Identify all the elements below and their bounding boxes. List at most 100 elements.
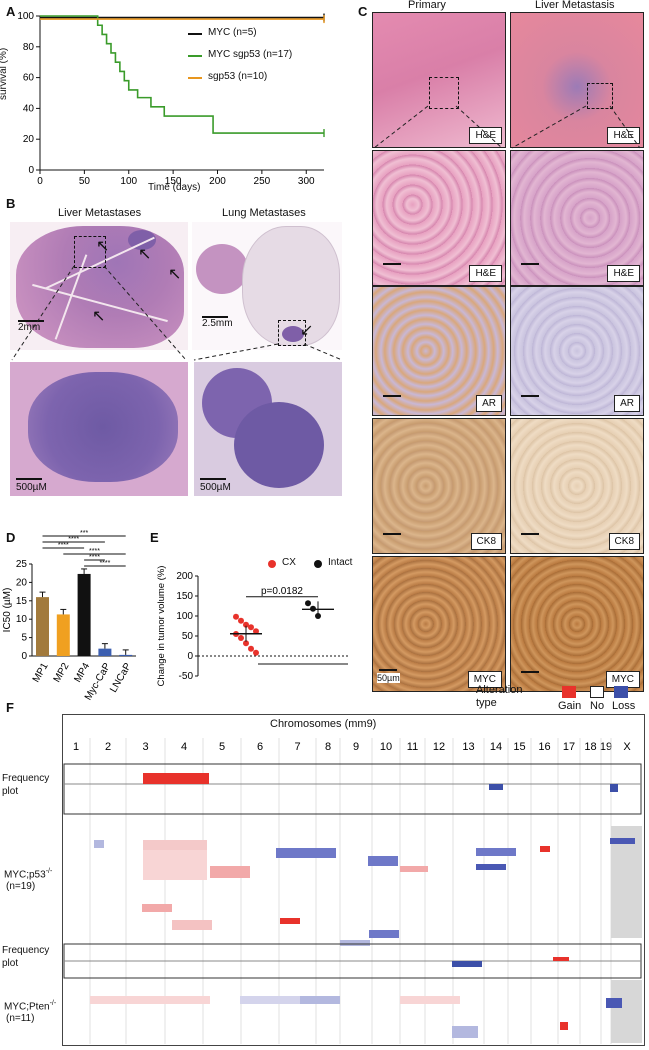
segment-group1 bbox=[143, 840, 207, 850]
arrow-icon: ↖ bbox=[96, 238, 110, 255]
group2-label: MYC;Pten-/- bbox=[4, 1000, 57, 1013]
bar-MP4 bbox=[77, 573, 91, 656]
survival-plot: 0 20 40 60 80 100 0 50 100 150 200 250 300 bbox=[17, 11, 325, 187]
stain-label: CK8 bbox=[608, 533, 640, 550]
panel-letter-e: E bbox=[150, 530, 159, 545]
column-title-liver: Liver Metastasis bbox=[535, 0, 615, 11]
segment-group2 bbox=[606, 998, 622, 1008]
significance-label: **** bbox=[68, 536, 79, 543]
chromosome-label-14: 14 bbox=[490, 741, 502, 753]
data-point-CX bbox=[238, 635, 244, 641]
tumor-ylabel: Change in tumor volume (%) bbox=[156, 566, 167, 687]
x-tick-label: 50 bbox=[79, 176, 91, 187]
stain-label: MYC bbox=[467, 671, 502, 688]
y-tick-label: 0 bbox=[28, 165, 34, 176]
segment-group1 bbox=[94, 840, 104, 848]
segment-group1 bbox=[369, 930, 399, 938]
chromosome-label-2: 2 bbox=[105, 741, 111, 753]
legend-label-no: No bbox=[590, 700, 605, 712]
chromosome-label-9: 9 bbox=[353, 741, 359, 753]
frequency-gain-chr17 bbox=[553, 957, 569, 961]
group1-label: MYC;p53-/- bbox=[4, 868, 53, 881]
segment-group1 bbox=[280, 918, 300, 924]
frequency-loss-chr13 bbox=[452, 961, 482, 967]
chromosome-label-16: 16 bbox=[538, 741, 550, 753]
legend-swatch-no bbox=[590, 686, 604, 698]
tile-primary-ck8: CK8 bbox=[372, 418, 506, 554]
segment-group1 bbox=[340, 940, 370, 946]
chromosome-label-X: X bbox=[623, 741, 631, 753]
y-tick-label: 10 bbox=[16, 614, 28, 625]
chromosome-label-5: 5 bbox=[219, 741, 225, 753]
legend-title-alteration: Alteration bbox=[476, 684, 523, 696]
y-tick-label: 0 bbox=[187, 651, 193, 662]
tile-liver-ck8: CK8 bbox=[510, 418, 644, 554]
data-point-CX bbox=[243, 621, 249, 628]
legend-swatch-myc-sgp53 bbox=[188, 55, 202, 57]
chromosome-label-10: 10 bbox=[380, 741, 392, 753]
tile-primary-he-high: H&E bbox=[372, 150, 506, 286]
scale-label-c: 50µm bbox=[377, 673, 400, 683]
stain-label: H&E bbox=[607, 265, 640, 282]
frequency-box-1 bbox=[63, 763, 642, 815]
stain-label: CK8 bbox=[470, 533, 502, 550]
lung-section-image bbox=[192, 222, 342, 350]
chromosome-label-15: 15 bbox=[513, 741, 525, 753]
legend-label-gain: Gain bbox=[558, 700, 582, 712]
y-tick-label: 100 bbox=[17, 11, 34, 22]
tile-liver-he-low: H&E bbox=[510, 12, 644, 148]
x-chromosome-band bbox=[611, 980, 642, 1043]
column-title-primary: Primary bbox=[408, 0, 446, 11]
survival-series-line-1 bbox=[40, 15, 324, 134]
significance-label: **** bbox=[58, 542, 69, 549]
x-tick-label: 300 bbox=[298, 176, 315, 187]
liver-zoom-image bbox=[10, 362, 188, 496]
chromosome-label-18: 18 bbox=[584, 741, 596, 753]
legend-swatch-myc bbox=[188, 33, 202, 35]
tile-liver-ar: AR bbox=[510, 286, 644, 416]
stain-label: AR bbox=[614, 395, 640, 412]
legend-dot-cx bbox=[268, 560, 276, 568]
stain-label: H&E bbox=[469, 265, 502, 282]
scale-label-liver-zoom: 500µM bbox=[16, 482, 47, 493]
scale-label-lung: 2.5mm bbox=[202, 318, 233, 329]
y-tick-label: 15 bbox=[16, 596, 28, 607]
segment-group2 bbox=[240, 996, 340, 1004]
freq-label-2a: Frequency bbox=[2, 945, 50, 956]
frequency-gain-chr3 bbox=[143, 773, 209, 784]
y-tick-label: 100 bbox=[176, 611, 193, 622]
zoom-guide-lines-c bbox=[373, 105, 641, 149]
segment-group2 bbox=[560, 1022, 568, 1030]
segment-group1 bbox=[476, 864, 506, 870]
y-tick-label: 25 bbox=[16, 559, 28, 570]
scale-bar bbox=[16, 478, 42, 480]
freq-label-1b: plot bbox=[2, 786, 19, 797]
panel-letter-a: A bbox=[6, 4, 16, 19]
y-tick-label: 50 bbox=[182, 631, 194, 642]
legend-label-cx: CX bbox=[282, 557, 296, 568]
y-tick-label: 20 bbox=[16, 577, 28, 588]
legend-label-myc-sgp53: MYC sgp53 (n=17) bbox=[208, 49, 293, 60]
data-point-CX bbox=[233, 613, 239, 620]
x-tick-label: 250 bbox=[254, 176, 271, 187]
scale-bar bbox=[202, 316, 228, 318]
liver-metastases-title: Liver Metastases bbox=[58, 207, 142, 219]
segment-group1 bbox=[476, 848, 516, 856]
lung-metastases-title: Lung Metastases bbox=[222, 207, 306, 219]
chromosome-label-19: 19 bbox=[600, 741, 612, 753]
segment-group2 bbox=[90, 996, 210, 1004]
chromosome-label-11: 11 bbox=[407, 741, 418, 753]
x-tick-label: 150 bbox=[165, 176, 182, 187]
stain-label: H&E bbox=[607, 127, 640, 144]
x-tick-label: 100 bbox=[120, 176, 137, 187]
chromosome-label-3: 3 bbox=[142, 741, 148, 753]
scale-bar bbox=[18, 320, 44, 322]
legend-label-myc: MYC (n=5) bbox=[208, 27, 257, 38]
panel-letter-f: F bbox=[6, 700, 14, 715]
y-tick-label: 200 bbox=[176, 571, 193, 582]
segment-group2 bbox=[452, 1026, 478, 1038]
bar-MP2 bbox=[56, 614, 70, 656]
y-tick-label: -50 bbox=[179, 671, 194, 682]
legend-swatch-loss bbox=[614, 686, 628, 698]
heatmap-title: Chromosomes (mm9) bbox=[270, 718, 377, 730]
